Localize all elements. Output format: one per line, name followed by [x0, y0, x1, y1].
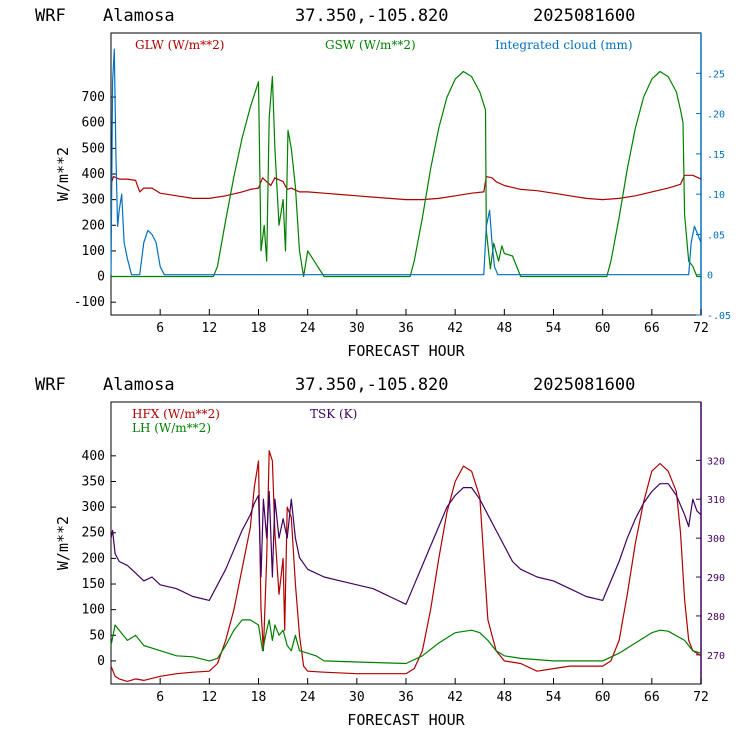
x-tick-label: 72 — [693, 321, 709, 336]
panel1-x-axis-label: FORECAST HOUR — [347, 342, 465, 360]
y-tick-label: -100 — [74, 295, 105, 310]
x-tick-label: 48 — [497, 690, 513, 705]
panel1-y2-ticks: -.05 0 .05 .10 .15 .20 .25 — [696, 69, 731, 322]
panel1-model: WRF — [35, 6, 66, 26]
x-tick-label: 54 — [546, 690, 562, 705]
panel2-plot-frame — [110, 401, 702, 685]
y2-tick-label: 270 — [707, 651, 725, 662]
y-tick-label: 700 — [82, 90, 105, 105]
y-tick-label: 350 — [82, 474, 105, 489]
panel2-x-ticks: 6 12 18 24 30 36 42 48 54 60 66 72 — [156, 678, 709, 705]
y2-tick-label: -.05 — [707, 311, 731, 322]
x-tick-label: 54 — [546, 321, 562, 336]
y-tick-label: 300 — [82, 193, 105, 208]
panel2-date: 2025081600 — [533, 375, 635, 395]
x-tick-label: 66 — [644, 321, 660, 336]
panel-radiation: WRF Alamosa 37.350,-105.820 2025081600 G… — [35, 6, 731, 360]
panel2-legend-hfx: HFX (W/m**2) — [132, 407, 220, 421]
y-tick-label: 150 — [82, 577, 105, 592]
y2-tick-label: 0 — [707, 271, 713, 282]
x-tick-label: 42 — [447, 690, 463, 705]
panel2-x-axis-label: FORECAST HOUR — [347, 711, 465, 729]
x-tick-label: 18 — [251, 321, 267, 336]
x-tick-label: 60 — [595, 321, 611, 336]
series-line-2 — [110, 619, 702, 665]
series-line-3 — [110, 48, 702, 276]
panel1-x-ticks: 6 12 18 24 30 36 42 48 54 60 66 72 — [156, 309, 709, 336]
panel1-legend-glw: GLW (W/m**2) — [135, 38, 224, 52]
series-line-3 — [110, 483, 702, 605]
y-tick-label: 0 — [97, 654, 105, 669]
y2-tick-label: .15 — [707, 150, 725, 161]
x-tick-label: 30 — [349, 690, 365, 705]
x-tick-label: 24 — [300, 321, 316, 336]
x-tick-label: 24 — [300, 690, 316, 705]
panel1-legend-gsw: GSW (W/m**2) — [325, 38, 416, 52]
series-line-2 — [111, 70, 701, 278]
y-tick-label: 400 — [82, 449, 105, 464]
panel2-legend-tsk: TSK (K) — [310, 407, 357, 421]
panel1-date: 2025081600 — [533, 6, 635, 26]
panel1-coords: 37.350,-105.820 — [295, 6, 449, 26]
y-tick-label: 400 — [82, 167, 105, 182]
panel1-y-ticks: -100 0 100 200 300 400 500 600 700 — [74, 90, 116, 310]
panel2-legend-lh: LH (W/m**2) — [132, 421, 211, 435]
y-tick-label: 600 — [82, 116, 105, 131]
x-tick-label: 42 — [447, 321, 463, 336]
y-tick-label: 100 — [82, 244, 105, 259]
x-tick-label: 36 — [398, 321, 414, 336]
y2-tick-label: 300 — [707, 534, 725, 545]
panel1-plot-frame — [110, 32, 702, 316]
x-tick-label: 60 — [595, 690, 611, 705]
y2-tick-label: .10 — [707, 190, 725, 201]
x-tick-label: 36 — [398, 690, 414, 705]
panel1-station: Alamosa — [103, 6, 175, 26]
panel2-y2-ticks: 270 280 290 300 310 320 — [696, 456, 725, 662]
y2-tick-label: .20 — [707, 110, 725, 121]
panel1-legend-cloud: Integrated cloud (mm) — [495, 38, 633, 52]
y2-tick-label: 310 — [707, 495, 725, 506]
panel2-y-axis-label: W/m**2 — [54, 516, 72, 570]
x-tick-label: 48 — [497, 321, 513, 336]
panel2-station: Alamosa — [103, 375, 175, 395]
panel2-y-ticks: 0 50 100 150 200 250 300 350 400 — [82, 449, 116, 669]
y-tick-label: 100 — [82, 603, 105, 618]
y2-tick-label: .05 — [707, 230, 725, 241]
panel-fluxes: WRF Alamosa 37.350,-105.820 2025081600 H… — [35, 375, 725, 729]
y2-tick-label: 280 — [707, 612, 725, 623]
y-tick-label: 50 — [89, 628, 105, 643]
x-tick-label: 66 — [644, 690, 660, 705]
x-tick-label: 6 — [156, 321, 164, 336]
series-line-1 — [110, 450, 702, 682]
panel1-series — [110, 48, 702, 278]
panel1-y-axis-label: W/m**2 — [54, 147, 72, 201]
x-tick-label: 18 — [251, 690, 267, 705]
y-tick-label: 200 — [82, 551, 105, 566]
x-tick-label: 12 — [202, 321, 218, 336]
x-tick-label: 30 — [349, 321, 365, 336]
panel2-series — [110, 450, 702, 682]
y-tick-label: 0 — [97, 270, 105, 285]
x-tick-label: 6 — [156, 690, 164, 705]
y-tick-label: 250 — [82, 526, 105, 541]
y-tick-label: 300 — [82, 500, 105, 515]
y2-tick-label: 290 — [707, 573, 725, 584]
x-tick-label: 72 — [693, 690, 709, 705]
y-tick-label: 200 — [82, 218, 105, 233]
panel2-model: WRF — [35, 375, 66, 395]
x-tick-label: 12 — [202, 690, 218, 705]
series-line-1 — [110, 174, 702, 201]
panel2-coords: 37.350,-105.820 — [295, 375, 449, 395]
y2-tick-label: .25 — [707, 69, 725, 80]
y-tick-label: 500 — [82, 141, 105, 156]
y2-tick-label: 320 — [707, 456, 725, 467]
